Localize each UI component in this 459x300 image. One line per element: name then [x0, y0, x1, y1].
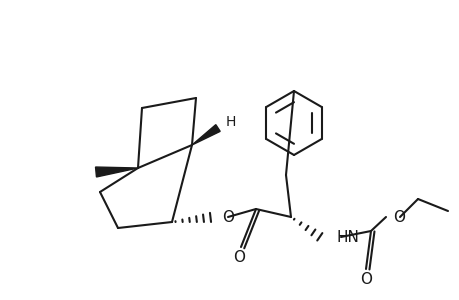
Text: O: O	[359, 272, 371, 286]
Text: O: O	[233, 250, 245, 265]
Text: H: H	[225, 115, 236, 129]
Polygon shape	[191, 125, 220, 145]
Text: O: O	[392, 209, 404, 224]
Polygon shape	[95, 167, 138, 177]
Text: HN: HN	[336, 230, 359, 244]
Text: O: O	[222, 209, 234, 224]
